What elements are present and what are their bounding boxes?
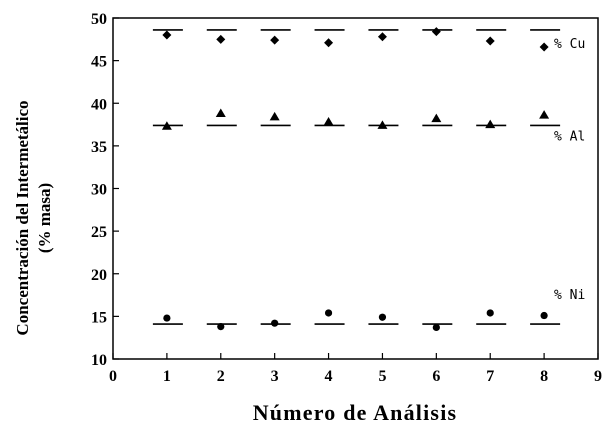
x-tick-label: 9: [594, 368, 602, 385]
cu-point: [539, 42, 549, 52]
al-point: [215, 108, 226, 117]
cu-point: [324, 38, 334, 48]
y-tick-label: 40: [91, 96, 107, 113]
al-point: [323, 117, 334, 126]
x-tick-label: 7: [486, 368, 494, 385]
x-tick-label: 6: [432, 368, 440, 385]
x-tick-label: 3: [271, 368, 279, 385]
ni-point: [324, 309, 333, 317]
reference-lines: [152, 29, 561, 325]
y-axis-title-line-2: (% masa): [35, 183, 54, 253]
ni-point: [271, 319, 279, 327]
al-point: [377, 120, 388, 129]
ni-point: [540, 311, 548, 320]
ni-point: [378, 313, 387, 321]
ni-point: [217, 323, 225, 331]
y-tick-label: 20: [91, 267, 107, 284]
al-point: [485, 119, 496, 129]
cu-point: [162, 30, 172, 40]
y-axis-title-line-1: Concentración del Intermetálico: [13, 100, 32, 335]
y-tick-label: 30: [91, 182, 107, 199]
x-axis-ticks: 0 1 2 3 4 5 6 7 8 9: [109, 353, 602, 385]
plot-frame: [112, 17, 599, 360]
y-tick-label: 25: [91, 224, 107, 241]
x-tick-label: 1: [163, 368, 171, 385]
data-points: [161, 27, 550, 332]
al-point: [539, 110, 550, 119]
y-tick-label: 50: [91, 11, 107, 28]
al-point: [269, 111, 280, 121]
cu-point: [431, 27, 441, 37]
al-series-label: % Al: [554, 129, 585, 144]
ni-series-label: % Ni: [554, 288, 585, 303]
x-tick-label: 5: [378, 368, 386, 385]
cu-point: [216, 34, 226, 44]
x-tick-label: 2: [217, 368, 225, 385]
al-point: [161, 121, 172, 130]
ni-point: [163, 314, 171, 322]
al-point: [431, 113, 442, 123]
y-axis-ticks: 10 15 20 25 30 35 40 45 50: [91, 11, 119, 369]
x-axis-title: Número de Análisis: [253, 400, 458, 425]
y-tick-label: 15: [91, 309, 107, 326]
y-tick-label: 45: [91, 54, 107, 71]
y-tick-label: 35: [91, 139, 107, 156]
ni-point: [486, 309, 494, 317]
x-tick-label: 0: [109, 368, 117, 385]
cu-series-label: % Cu: [554, 37, 585, 52]
cu-point: [485, 36, 495, 46]
x-tick-label: 8: [540, 368, 548, 385]
cu-point: [270, 35, 280, 45]
x-tick-label: 4: [325, 368, 333, 385]
series-labels: % Cu % Al % Ni: [554, 37, 585, 303]
cu-point: [377, 32, 387, 42]
ni-point: [432, 323, 440, 332]
y-tick-label: 10: [91, 352, 107, 369]
